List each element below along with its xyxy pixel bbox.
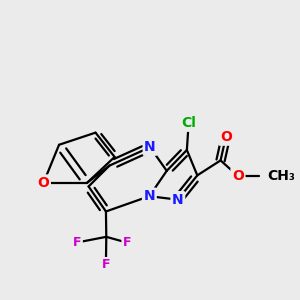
- Text: N: N: [172, 193, 184, 207]
- Text: Cl: Cl: [181, 116, 196, 130]
- Text: O: O: [232, 169, 244, 183]
- Text: F: F: [73, 236, 81, 248]
- Text: N: N: [144, 140, 156, 154]
- Text: F: F: [102, 259, 110, 272]
- Text: F: F: [123, 236, 131, 248]
- Text: O: O: [220, 130, 232, 144]
- Text: N: N: [143, 189, 155, 203]
- Text: CH₃: CH₃: [267, 169, 295, 183]
- Text: O: O: [38, 176, 50, 190]
